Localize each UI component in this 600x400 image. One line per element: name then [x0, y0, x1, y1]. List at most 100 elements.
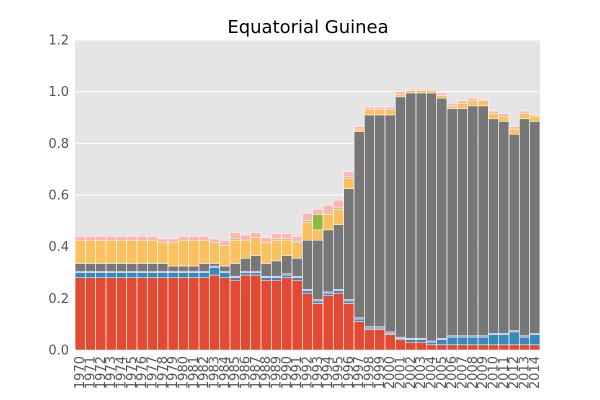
bar-segment: [281, 277, 293, 351]
bar-segment: [116, 236, 127, 241]
bar-segment: [105, 272, 117, 278]
bar-segment: [116, 239, 127, 264]
bar-segment: [136, 236, 148, 241]
bar-segment: [260, 263, 272, 277]
bar-segment: [271, 280, 282, 351]
bar-segment: [488, 344, 499, 351]
bar-segment: [529, 344, 541, 351]
x-tick-label: 1987: [249, 356, 264, 389]
bar-segment: [74, 239, 86, 264]
bar-segment: [343, 177, 355, 189]
x-tick-label: 2012: [507, 356, 522, 389]
bar-segment: [240, 272, 251, 276]
bar-segment: [426, 88, 437, 91]
bar-segment: [343, 300, 355, 304]
y-tick-label: 0.2: [48, 292, 69, 307]
bar-segment: [322, 205, 334, 214]
bar-segment: [281, 274, 293, 278]
bar-segment: [415, 92, 427, 339]
bar-segment: [384, 334, 396, 351]
x-tick-label: 1972: [94, 356, 109, 389]
bar-segment: [147, 239, 158, 264]
bar-segment: [229, 232, 241, 240]
bar-segment: [353, 321, 365, 351]
bar-segment: [136, 277, 148, 351]
bar-segment: [271, 260, 282, 277]
bar-segment: [198, 239, 210, 264]
bar-segment: [209, 242, 220, 264]
bar-segment: [457, 100, 468, 104]
bar-segment: [95, 239, 107, 264]
bar-segment: [126, 263, 138, 272]
bar-segment: [343, 303, 355, 351]
bar-segment: [188, 277, 200, 351]
x-tick-label: 1996: [342, 356, 357, 389]
bar-segment: [219, 277, 231, 351]
bar-segment: [519, 110, 530, 114]
bar-segment: [446, 105, 458, 109]
bar-segment: [333, 199, 344, 209]
bar-segment: [312, 229, 324, 241]
bar-segment: [508, 128, 520, 135]
bar-segment: [374, 114, 386, 327]
x-tick-label: 2009: [476, 356, 491, 389]
bar-segment: [384, 109, 396, 116]
bar-segment: [219, 245, 231, 267]
x-tick-label: 2004: [425, 356, 440, 389]
bar-segment: [374, 106, 386, 110]
bar-segment: [519, 113, 530, 120]
bar-segment: [426, 342, 437, 346]
bar-segment: [498, 344, 510, 351]
x-tick-label: 2013: [518, 356, 533, 389]
x-tick-label: 1978: [156, 356, 171, 389]
bar-segment: [446, 108, 458, 337]
x-tick-label: 1973: [104, 356, 119, 389]
bar-segment: [477, 105, 489, 337]
x-tick-label: 1994: [321, 356, 336, 389]
bar-segment: [240, 258, 251, 272]
bar-segment: [240, 274, 251, 351]
bar-segment: [477, 100, 489, 107]
bar-segment: [415, 342, 427, 351]
bar-segment: [405, 90, 417, 94]
bar-segment: [271, 277, 282, 281]
x-tick-label: 1985: [228, 356, 243, 389]
bar-segment: [250, 274, 262, 351]
bar-segment: [426, 92, 437, 342]
bar-segment: [415, 88, 427, 91]
bar-segment: [519, 118, 530, 337]
x-tick-label: 2005: [435, 356, 450, 389]
x-axis-ticks: 1970197119721973197419751976197719781979…: [73, 356, 543, 389]
bar-segment: [384, 106, 396, 110]
bar-segment: [436, 92, 448, 96]
x-tick-label: 2002: [404, 356, 419, 389]
bar-segment: [250, 255, 262, 272]
bar-segment: [384, 114, 396, 333]
bar-segment: [219, 265, 231, 272]
bar-segment: [488, 113, 499, 120]
bar-segment: [405, 92, 417, 339]
bar-segment: [333, 224, 344, 290]
bar-segment: [188, 265, 200, 272]
x-tick-label: 2008: [466, 356, 481, 389]
x-tick-label: 1977: [146, 356, 161, 389]
bar-segment: [312, 208, 324, 215]
bar-segment: [147, 263, 158, 272]
bar-segment: [209, 274, 220, 351]
x-tick-label: 1980: [177, 356, 192, 389]
bar-segment: [229, 263, 241, 277]
bar-segment: [395, 91, 406, 95]
bar-segment: [178, 277, 189, 351]
x-tick-label: 2010: [487, 356, 502, 389]
bar-segment: [116, 263, 127, 272]
bar-segment: [529, 121, 541, 334]
x-tick-label: 1992: [301, 356, 316, 389]
bar-segment: [364, 114, 375, 327]
bar-segment: [529, 115, 541, 122]
bar-segment: [126, 272, 138, 278]
bar-segment: [467, 100, 479, 107]
bar-segment: [157, 242, 169, 264]
bar-segment: [271, 233, 282, 240]
bar-segment: [322, 292, 334, 296]
bar-segment: [312, 303, 324, 351]
